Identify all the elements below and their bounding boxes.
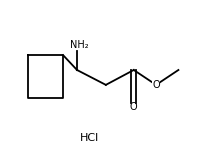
Text: O: O (152, 80, 160, 90)
Text: O: O (130, 102, 137, 112)
Text: NH₂: NH₂ (70, 39, 89, 50)
Text: HCl: HCl (80, 133, 99, 143)
